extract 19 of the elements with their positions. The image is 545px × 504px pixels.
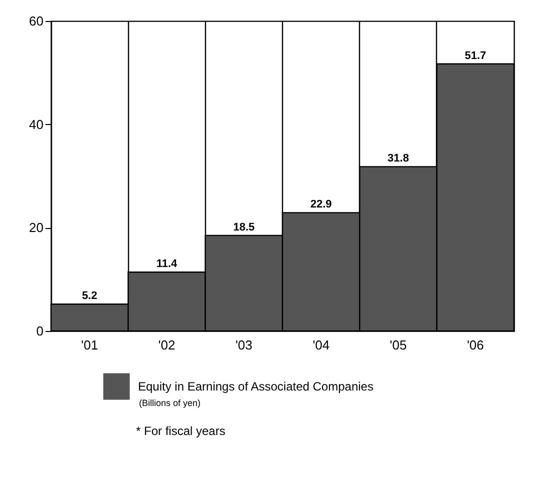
- x-tick-label: '06: [466, 338, 484, 352]
- x-tick-label: '01: [81, 338, 98, 352]
- y-tick-label: 20: [29, 220, 44, 236]
- data-label: 22.9: [310, 198, 332, 211]
- data-label: 51.7: [464, 50, 486, 62]
- y-tick-label: 60: [29, 14, 44, 28]
- text: (Billions of yen): [139, 398, 201, 408]
- text: * For fiscal years: [136, 424, 226, 438]
- x-tick-label: '05: [390, 338, 407, 352]
- x-tick-label: '02: [158, 338, 176, 352]
- data-label: 18.5: [233, 221, 255, 234]
- y-tick-label: 40: [29, 116, 44, 132]
- data-label: 31.8: [388, 152, 409, 165]
- x-tick-label: '04: [312, 338, 330, 352]
- y-tick-label: 0: [36, 324, 44, 338]
- x-tick-label: '03: [235, 338, 252, 352]
- legend-label: Equity in Earnings of Associated Companies: [138, 380, 374, 394]
- data-label: 5.2: [82, 290, 98, 302]
- data-label: 11.4: [156, 258, 178, 270]
